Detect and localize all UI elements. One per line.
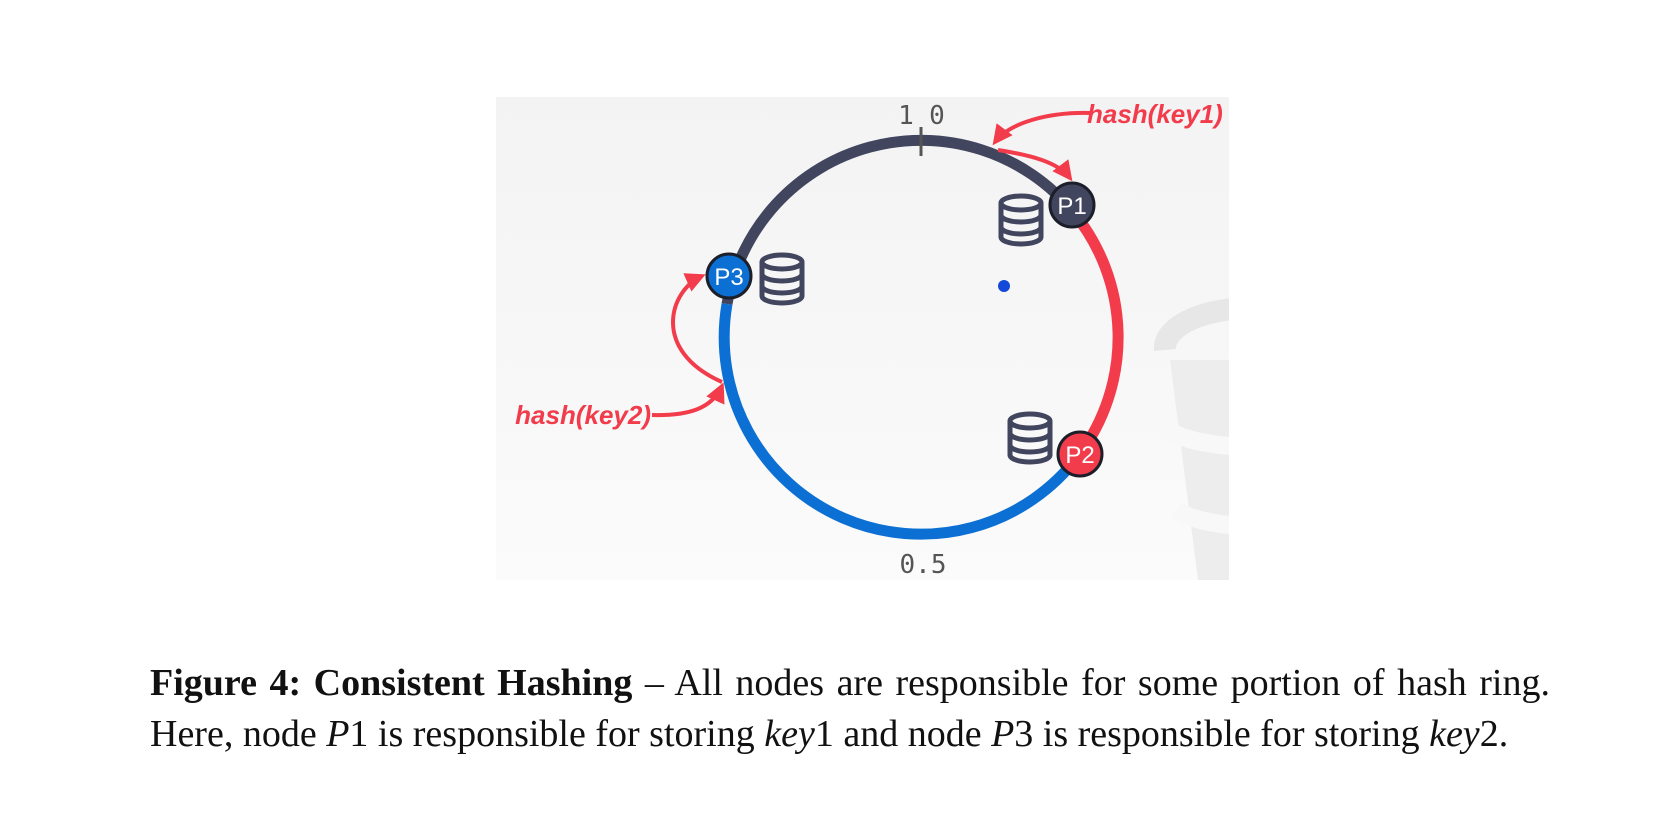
node-p3-label: P3: [714, 264, 743, 291]
caption-text-5: .: [1498, 713, 1509, 755]
node-p2: P2: [1056, 430, 1104, 478]
tick-bottom-label: 0.5: [900, 550, 947, 580]
node-p3: P3: [705, 252, 753, 300]
arrow-key1-in: [992, 110, 1091, 146]
tick-top-right-label: 0: [929, 101, 945, 131]
hash-key1-label: hash(key1): [1087, 99, 1223, 129]
ring-segment-p2: [1068, 208, 1124, 459]
ring-center-dot: [998, 280, 1010, 292]
tick-top-label: 1: [898, 101, 914, 131]
figure-caption: Figure 4: Consistent Hashing – All nodes…: [150, 658, 1550, 760]
caption-var-key1: key: [764, 713, 815, 755]
caption-label: Figure 4: Consistent Hashing: [150, 662, 633, 704]
watermark-cylinder: [1153, 298, 1229, 580]
caption-num-key2: 2: [1479, 713, 1499, 755]
consistent-hashing-figure: 1 0 0.5 hash(key1) hash(key2) P1 P2 P3: [496, 97, 1229, 580]
caption-var-key2: key: [1429, 713, 1480, 755]
ring-segment-p3: [718, 303, 1083, 540]
figure-background: [496, 97, 1229, 580]
caption-num-p3: 3: [1014, 713, 1034, 755]
caption-var-p3: P: [991, 713, 1015, 755]
caption-num-key1: 1: [814, 713, 834, 755]
caption-text-1: All nodes are responsible for some porti…: [150, 662, 1550, 755]
caption-text-4: is responsible for storing: [1033, 713, 1430, 755]
ring-segment-p1: [721, 134, 1078, 305]
node-p2-label: P2: [1065, 442, 1094, 469]
arrow-key2-in: [651, 382, 725, 418]
node-p1: P1: [1048, 181, 1096, 229]
caption-num-p1: 1: [349, 713, 369, 755]
arrow-key1-to-p1: [997, 148, 1073, 182]
caption-text-2: is responsible for storing: [368, 713, 765, 755]
caption-var-p1: P: [326, 713, 350, 755]
hash-key2-label: hash(key2): [515, 400, 651, 430]
arrow-key2-to-p3: [671, 273, 723, 384]
node-p1-label: P1: [1057, 193, 1086, 220]
caption-dash: –: [632, 662, 675, 704]
caption-text-3: and node: [833, 713, 992, 755]
